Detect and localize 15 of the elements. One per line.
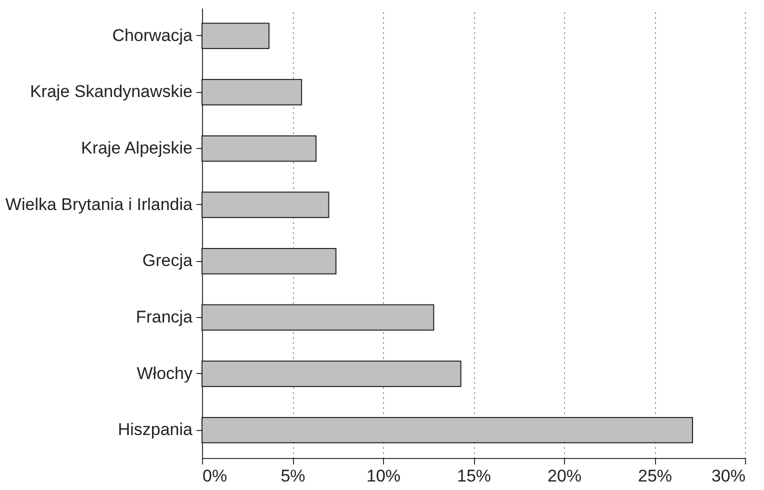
y-tick-label: Hiszpania xyxy=(118,420,194,440)
x-tick-label: 15% xyxy=(456,466,492,486)
y-tick-label: Wielka Brytania i Irlandia xyxy=(5,194,194,214)
x-tick-label: 5% xyxy=(280,466,306,486)
y-tick-label: Włochy xyxy=(136,364,193,383)
x-tick-label: 10% xyxy=(366,466,401,486)
x-tick-label: 0% xyxy=(202,466,228,486)
y-tick-label: Francja xyxy=(136,307,194,326)
y-tick-label: Grecja xyxy=(142,251,194,270)
x-tick-label: 20% xyxy=(547,466,582,486)
y-tick-label: Kraje Skandynawskie xyxy=(30,82,192,102)
y-tick-label: Chorwacja xyxy=(112,26,194,45)
y-tick-label: Kraje Alpejskie xyxy=(80,138,192,158)
x-tick-label: 25% xyxy=(638,466,672,486)
x-tick-label: 30% xyxy=(711,466,746,486)
